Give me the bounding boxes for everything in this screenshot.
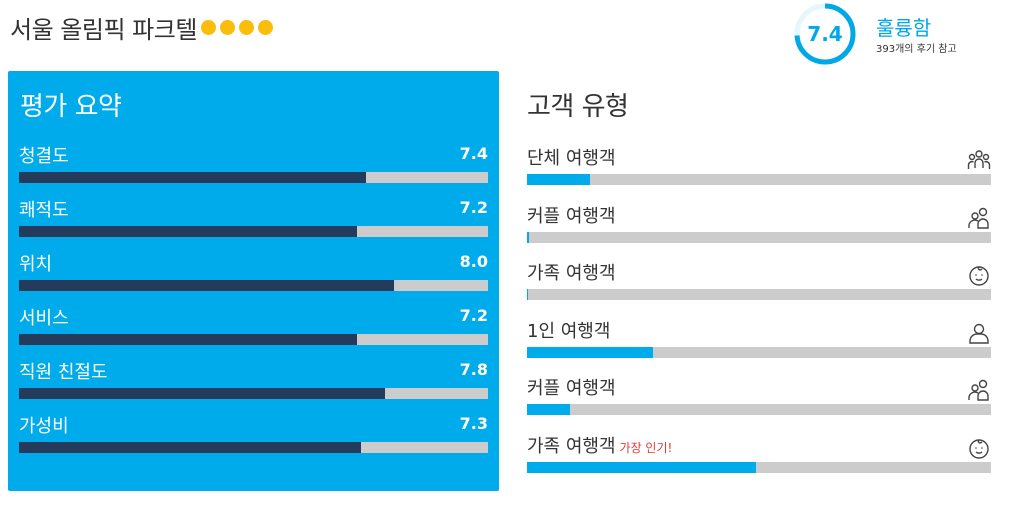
traveler-type-label: 1인 여행객 <box>527 317 610 343</box>
review-count: 393개의 후기 참고 <box>876 44 957 55</box>
traveler-type-bar <box>527 404 991 415</box>
score-circle: 7.4 <box>793 2 857 66</box>
summary-score: 7.2 <box>459 306 488 325</box>
summary-score: 7.3 <box>459 414 488 433</box>
summary-bar-fill <box>19 226 357 237</box>
traveler-type-bar-fill <box>527 174 590 185</box>
summary-bar-fill <box>19 442 362 453</box>
traveler-type-label: 단체 여행객 <box>527 144 616 170</box>
score-value: 7.4 <box>807 22 843 46</box>
traveler-type-bar <box>527 231 991 243</box>
summary-bar-fill <box>19 334 357 345</box>
traveler-type-label: 커플 여행객 <box>527 202 616 228</box>
traveler-type-bar <box>527 346 991 358</box>
rating-dot-icon <box>257 20 273 35</box>
score-ring-icon <box>794 3 856 65</box>
rating-summary-panel: 평가 요약 청결도 7.4 쾌적도 7.2 위치 8.0 서비스 7.2 직원 친절도 7.8 가성… <box>8 71 499 491</box>
traveler-type-bar <box>527 289 991 300</box>
traveler-type-label: 가족 여행객 <box>527 259 616 285</box>
summary-score: 7.4 <box>459 144 488 163</box>
hotel-title: 서울 올림픽 파크텔 <box>10 10 273 45</box>
rating-dots <box>200 20 273 35</box>
summary-bar <box>19 442 488 453</box>
summary-title: 평가 요약 <box>20 92 122 122</box>
traveler-type-name: 가족 여행객 <box>527 435 616 457</box>
hotel-name: 서울 올림픽 파크텔 <box>10 16 197 44</box>
traveler-type-bar-fill <box>527 346 654 358</box>
summary-bar-fill <box>19 280 395 291</box>
solo-icon <box>967 321 991 345</box>
traveler-types-title: 고객 유형 <box>527 92 629 122</box>
summary-bar-fill <box>19 388 385 399</box>
traveler-type-name: 가족 여행객 <box>527 263 616 284</box>
score-label: 훌륭함 <box>876 16 932 40</box>
summary-bar <box>19 388 488 399</box>
traveler-type-bar <box>527 461 991 473</box>
rating-dot-icon <box>200 20 216 35</box>
summary-bar <box>19 172 488 183</box>
family-icon <box>967 436 991 460</box>
couple-icon <box>967 378 991 402</box>
traveler-type-name: 커플 여행객 <box>527 205 616 227</box>
summary-bar <box>19 226 488 237</box>
rating-dot-icon <box>219 20 235 35</box>
rating-dot-icon <box>238 20 254 35</box>
summary-label: 청결도 <box>19 146 69 167</box>
couple-icon <box>967 206 991 230</box>
traveler-type-label: 가족 여행객 가장 인기! <box>527 432 672 458</box>
summary-bar <box>19 334 488 345</box>
group-icon <box>967 148 991 172</box>
family-icon <box>967 263 991 287</box>
traveler-type-bar-fill <box>527 461 756 473</box>
summary-score: 7.2 <box>459 198 488 217</box>
traveler-type-bar-fill <box>527 231 530 243</box>
traveler-type-name: 커플 여행객 <box>527 378 616 399</box>
summary-label: 가성비 <box>19 416 69 437</box>
summary-label: 위치 <box>19 254 53 275</box>
summary-label: 서비스 <box>19 308 69 329</box>
traveler-type-name: 단체 여행객 <box>527 148 616 169</box>
summary-bar-fill <box>19 172 367 183</box>
summary-score: 8.0 <box>459 252 488 271</box>
traveler-type-name: 1인 여행객 <box>527 320 611 342</box>
summary-score: 7.8 <box>459 360 488 379</box>
summary-label: 쾌적도 <box>19 200 69 221</box>
traveler-type-bar-fill <box>527 404 571 415</box>
popular-badge: 가장 인기! <box>619 440 673 455</box>
summary-bar <box>19 280 488 291</box>
summary-label: 직원 친절도 <box>19 362 108 383</box>
traveler-type-label: 커플 여행객 <box>527 374 616 400</box>
traveler-type-bar-fill <box>527 289 529 300</box>
traveler-type-bar <box>527 174 991 185</box>
